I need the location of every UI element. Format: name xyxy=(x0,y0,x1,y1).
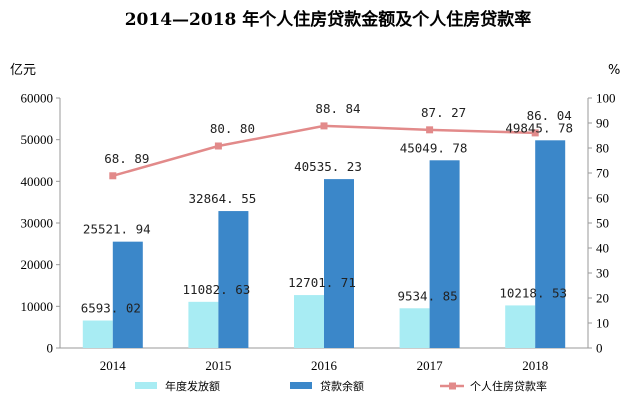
bar-balance xyxy=(218,211,249,348)
bar-annual xyxy=(82,320,113,348)
bar-value-label: 10218. 53 xyxy=(499,285,567,300)
x-tick-label: 2017 xyxy=(417,358,444,373)
left-tick-label: 20000 xyxy=(21,257,54,272)
bar-value-label: 6593. 02 xyxy=(81,301,141,316)
legend-swatch xyxy=(135,382,157,389)
bar-value-label: 32864. 55 xyxy=(189,191,257,206)
bar-value-label: 45049. 78 xyxy=(400,140,468,155)
right-tick-label: 50 xyxy=(596,216,609,231)
left-tick-label: 0 xyxy=(47,341,54,356)
x-tick-label: 2018 xyxy=(522,358,548,373)
right-tick-label: 70 xyxy=(596,166,609,181)
rate-point xyxy=(320,122,328,130)
legend-label: 贷款余额 xyxy=(320,379,364,393)
right-tick-label: 10 xyxy=(596,316,609,331)
bar-balance xyxy=(429,160,460,348)
legend-swatch-marker xyxy=(449,382,456,390)
bars xyxy=(82,140,566,348)
bar-annual xyxy=(294,295,324,348)
legend: 年度发放额 贷款余额 个人住房贷款率 xyxy=(135,379,547,393)
right-tick-label: 40 xyxy=(596,241,609,256)
bar-balance xyxy=(324,179,354,348)
bar-value-label: 40535. 23 xyxy=(294,159,362,174)
rate-value-label: 80. 80 xyxy=(210,121,255,136)
data-labels: 6593. 02 11082. 63 12701. 71 9534. 85 10218.… xyxy=(81,101,573,316)
bar-value-label: 9534. 85 xyxy=(397,288,457,303)
x-tick-label: 2015 xyxy=(205,358,231,373)
legend-swatch xyxy=(290,382,312,389)
rate-point xyxy=(426,126,434,134)
rate-line xyxy=(109,122,539,180)
right-tick-label: 80 xyxy=(596,141,609,156)
right-tick-label: 100 xyxy=(596,91,616,106)
left-tick-label: 10000 xyxy=(21,299,54,314)
rate-point xyxy=(531,129,539,137)
x-tick-label: 2014 xyxy=(100,358,127,373)
right-tick-label: 20 xyxy=(596,291,609,306)
left-tick-label: 50000 xyxy=(21,132,54,147)
x-axis: 2014 2015 2016 2017 2018 xyxy=(100,358,548,373)
right-axis: 0 10 20 30 40 50 60 70 80 90 100 xyxy=(588,91,616,356)
bar-value-label: 49845. 78 xyxy=(505,120,573,135)
rate-value-label: 88. 84 xyxy=(315,101,360,116)
bar-annual xyxy=(399,308,430,348)
right-tick-label: 0 xyxy=(596,341,603,356)
legend-label: 年度发放额 xyxy=(165,379,220,393)
right-tick-label: 90 xyxy=(596,116,609,131)
bar-annual xyxy=(505,305,536,348)
rate-value-label: 68. 89 xyxy=(104,151,149,166)
bar-annual xyxy=(188,301,219,348)
right-tick-label: 30 xyxy=(596,266,609,281)
x-tick-label: 2016 xyxy=(311,358,338,373)
bar-value-label: 12701. 71 xyxy=(288,275,356,290)
rate-point xyxy=(214,142,222,150)
bar-value-label: 25521. 94 xyxy=(83,222,151,237)
right-tick-label: 60 xyxy=(596,191,609,206)
left-axis-unit: 亿元 xyxy=(10,63,36,78)
bar-balance xyxy=(535,140,566,348)
left-tick-label: 60000 xyxy=(21,91,54,106)
rate-point xyxy=(109,172,117,180)
right-axis-unit: % xyxy=(608,63,620,78)
left-axis: 0 10000 20000 30000 40000 50000 60000 xyxy=(21,91,60,356)
rate-value-label: 87. 27 xyxy=(421,105,466,120)
rate-value-label: 86. 04 xyxy=(527,108,572,123)
left-tick-label: 40000 xyxy=(21,174,54,189)
left-tick-label: 30000 xyxy=(21,216,54,231)
bar-value-label: 11082. 63 xyxy=(183,282,251,297)
legend-label: 个人住房贷款率 xyxy=(470,379,547,393)
chart-title: 2014—2018 年个人住房贷款金额及个人住房贷款率 xyxy=(125,9,532,30)
bar-balance xyxy=(112,241,143,348)
